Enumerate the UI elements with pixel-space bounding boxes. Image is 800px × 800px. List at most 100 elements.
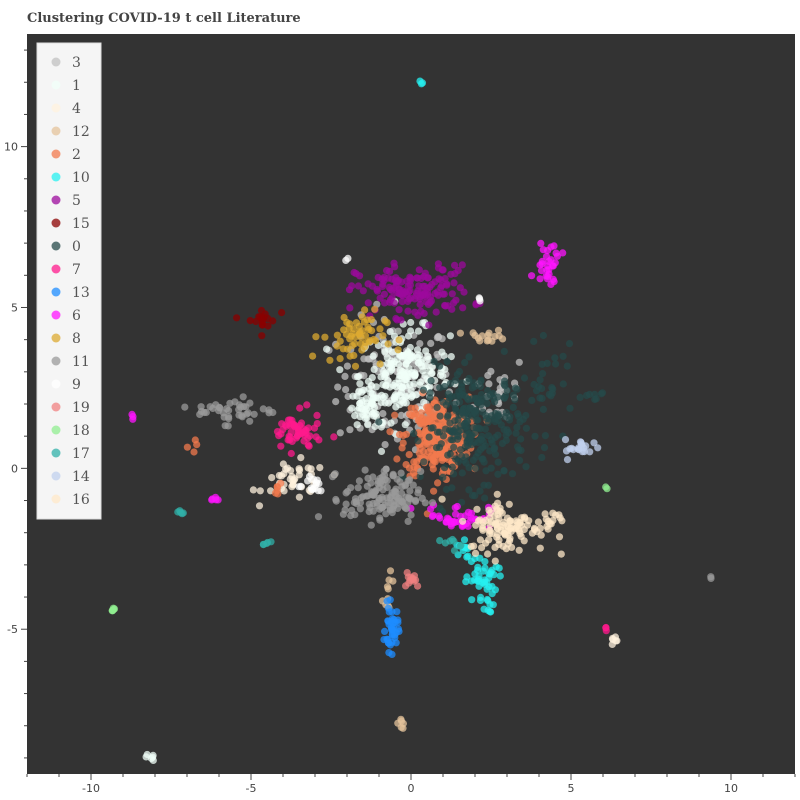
data-point [427,377,435,385]
data-point [424,407,432,415]
data-point [394,504,402,512]
data-point [348,404,356,412]
data-point [454,266,462,274]
data-point [576,393,584,401]
data-point [549,516,557,525]
legend-label: 13 [72,285,90,301]
data-point [402,430,410,438]
data-point [469,329,477,337]
data-point [334,383,342,391]
data-point [470,409,479,417]
data-point [414,582,422,590]
data-point [351,340,359,348]
data-point [433,288,441,296]
data-point [417,80,425,88]
data-point [487,464,495,472]
data-point [450,537,458,545]
data-point [388,608,396,616]
data-point [465,486,473,494]
legend-marker [51,402,61,412]
data-point [447,270,455,278]
data-point [450,279,458,287]
data-point [544,262,552,270]
data-point [536,376,544,384]
data-point [505,500,513,508]
data-point [410,412,418,420]
data-point [557,550,565,558]
data-point [361,466,369,474]
data-point [295,483,303,491]
data-point [496,504,504,512]
data-point [298,429,306,437]
data-point [386,267,394,275]
data-point [361,343,369,351]
data-point [456,392,464,400]
data-point [303,401,311,409]
data-point [539,331,548,340]
legend-marker [51,448,61,458]
data-point [387,359,395,368]
data-point [416,300,424,309]
data-point [402,582,410,590]
data-point [448,305,456,313]
data-point [128,410,136,418]
legend-label: 6 [72,308,81,324]
data-point [450,519,458,527]
data-point [512,429,520,437]
legend-label: 15 [72,216,90,232]
data-point [446,332,454,340]
data-point [586,448,594,456]
data-point [486,526,494,535]
data-point [468,577,476,585]
data-point [421,269,429,277]
data-point [378,282,386,291]
legend-label: 9 [72,377,81,393]
data-point [408,369,416,377]
data-point [388,626,396,634]
data-point [563,362,571,370]
data-point [500,380,508,388]
data-point [377,398,385,407]
data-point [426,293,434,301]
data-point [190,448,198,456]
data-point [239,393,247,401]
data-point [536,524,544,533]
data-point [466,404,474,412]
data-point [484,481,492,489]
data-point [443,413,452,421]
data-point [191,436,199,444]
data-point [356,505,364,513]
data-point [416,381,424,389]
data-point [339,345,347,353]
data-point [348,506,356,514]
data-point [530,524,539,532]
data-point [463,553,471,561]
data-point [393,355,401,363]
data-point [484,550,492,558]
data-point [480,578,488,586]
data-point [208,496,216,504]
data-point [594,444,602,452]
data-point [383,477,391,485]
data-point [436,384,444,392]
data-point [461,359,469,367]
legend-marker [51,195,61,205]
data-point [441,539,449,547]
data-point [432,444,441,452]
data-point [381,441,389,449]
data-point [407,275,415,283]
data-point [585,390,594,398]
plot-area [27,34,795,774]
data-point [483,595,491,604]
data-point [385,576,393,584]
data-point [336,355,344,363]
data-point [474,449,482,457]
data-point [409,481,417,489]
data-point [508,470,517,478]
data-point [541,432,550,440]
legend-marker [51,241,61,251]
data-point [517,532,525,541]
series-12 [378,326,507,732]
data-point [394,719,402,727]
data-point [409,469,418,477]
